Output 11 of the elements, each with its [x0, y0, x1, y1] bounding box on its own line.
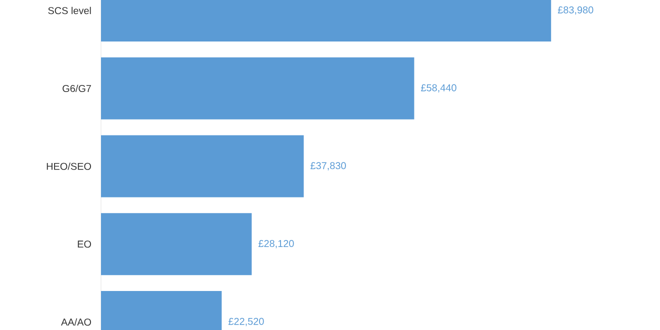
y-tick-label: HEO/SEO — [46, 162, 92, 170]
y-tick-label: SCS level — [48, 6, 91, 14]
data-label: £22,520 — [228, 318, 264, 326]
bar — [101, 135, 304, 198]
y-tick-label: EO — [78, 240, 92, 248]
data-label: £83,980 — [558, 6, 594, 15]
data-label: £28,120 — [258, 240, 294, 248]
data-label: £37,830 — [310, 162, 346, 170]
data-label: £58,440 — [421, 84, 456, 93]
y-tick-label: G6/G7 — [62, 84, 91, 92]
y-tick-label: AA/AO — [61, 318, 92, 326]
